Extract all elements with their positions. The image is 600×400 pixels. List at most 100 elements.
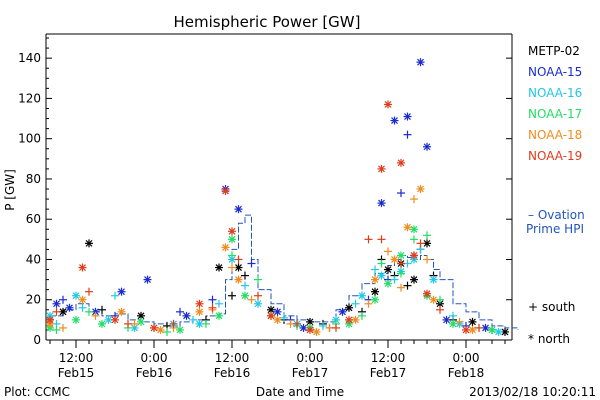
south-point [85, 287, 93, 296]
north-point-d2 [404, 113, 411, 120]
south-point [228, 263, 236, 272]
north-point-d2 [384, 280, 392, 288]
north-point [182, 311, 191, 320]
north-point [384, 265, 392, 274]
legend-noaa-18: NOAA-18 [528, 128, 582, 142]
north-point-d2 [488, 326, 496, 334]
north-point-d2 [53, 300, 60, 308]
north-point [215, 311, 223, 320]
north-point-d2 [423, 143, 431, 151]
north-point [410, 225, 418, 234]
north-point [46, 315, 54, 324]
south-point [351, 299, 360, 308]
north-point-d2 [196, 320, 203, 328]
south-point [397, 189, 405, 198]
north-point-d2 [469, 318, 476, 326]
south-point [332, 323, 340, 332]
north-point-d2 [235, 264, 242, 271]
north-point-d2 [306, 318, 314, 326]
north-point [332, 315, 340, 324]
north-point [150, 323, 158, 332]
north-point-d2 [352, 316, 359, 324]
north-point [397, 251, 405, 260]
north-point [137, 311, 145, 320]
north-point-d2 [417, 58, 424, 66]
south-point [228, 291, 236, 300]
north-point-d2 [92, 308, 99, 316]
ovation-legend-name: Prime HPI [526, 222, 584, 236]
south-point [410, 235, 418, 244]
north-point [423, 142, 431, 151]
x-tick-date: Feb17 [370, 366, 407, 380]
north-point-d2 [423, 290, 431, 298]
north-point-d2 [118, 288, 125, 296]
north-point [403, 223, 412, 232]
north-point [384, 100, 392, 109]
north-point-d2 [79, 264, 86, 271]
north-point [117, 287, 126, 296]
south-point [449, 311, 457, 320]
south-point [52, 307, 61, 316]
north-point [78, 263, 87, 272]
north-point [72, 291, 80, 300]
north-point-d2 [144, 276, 151, 284]
south-point [410, 195, 418, 204]
north-point-d2 [430, 296, 437, 304]
north-point [377, 271, 386, 280]
plot-credit: Plot: CCMC [4, 385, 70, 399]
north-point-d2 [235, 276, 242, 284]
north-point-d2 [183, 312, 190, 320]
x-tick-date: Feb16 [136, 366, 173, 380]
north-point-d2 [267, 306, 275, 314]
south-point [423, 231, 431, 240]
south-point [91, 311, 100, 320]
south-point [59, 295, 67, 304]
north-point-d2 [378, 272, 385, 280]
north-point [390, 116, 399, 125]
south-point [254, 275, 262, 284]
south-point [319, 321, 327, 330]
north-point-d2 [176, 326, 184, 334]
x-tick-date: Feb17 [292, 366, 329, 380]
y-tick-label: 40 [26, 252, 41, 266]
north-point-d2 [495, 328, 502, 336]
x-tick-date: Feb18 [448, 366, 485, 380]
south-point [390, 275, 399, 284]
north-point [221, 187, 230, 196]
north-point-d2 [131, 324, 138, 332]
north-point-d2 [358, 292, 366, 300]
south-point [455, 317, 464, 326]
north-point-d2 [157, 326, 164, 334]
north-point-d2 [222, 243, 229, 251]
north-point-d2 [339, 308, 346, 316]
y-tick-label: 80 [26, 172, 41, 186]
north-point-d2 [241, 292, 249, 300]
north-point-d2 [378, 165, 385, 173]
south-point [475, 323, 483, 332]
north-point [176, 325, 184, 334]
north-point-d2 [384, 266, 392, 273]
north-point [429, 295, 438, 304]
y-tick-label: 100 [18, 132, 41, 146]
north-point [195, 299, 204, 308]
south-point [234, 255, 243, 264]
x-tick-time: 0:00 [453, 351, 480, 365]
north-point [234, 205, 243, 214]
south-point [208, 303, 217, 312]
north-point [267, 311, 275, 320]
south-point [78, 303, 87, 312]
north-point-d2 [345, 304, 353, 312]
south-point [403, 281, 412, 290]
north-point [410, 275, 418, 284]
south-point [436, 305, 444, 314]
south-point [124, 319, 132, 328]
north-point [241, 291, 249, 300]
north-point [397, 158, 405, 167]
north-point [488, 325, 496, 334]
legend-noaa-17: NOAA-17 [528, 107, 582, 121]
north-point-d2 [436, 300, 444, 308]
south-point [416, 239, 425, 248]
north-point-d2 [306, 326, 314, 334]
south-point [384, 247, 392, 256]
